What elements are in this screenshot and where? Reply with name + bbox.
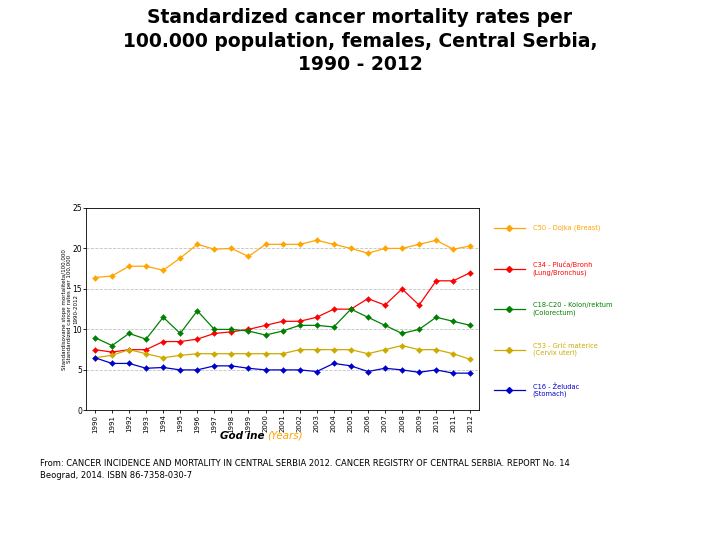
Text: C50 - Dojka (Breast): C50 - Dojka (Breast) bbox=[533, 225, 600, 232]
Text: Standardized cancer mortality rates per
100.000 population, females, Central Ser: Standardized cancer mortality rates per … bbox=[122, 8, 598, 74]
Text: C18-C20 - Kolon/rektum
(Colorectum): C18-C20 - Kolon/rektum (Colorectum) bbox=[533, 302, 612, 316]
Text: C16 - Želudac
(Stomach): C16 - Želudac (Stomach) bbox=[533, 383, 579, 397]
Y-axis label: Standardisovane stope mortaliteta/100.000
Standardized cancer rates per 100,000
: Standardisovane stope mortaliteta/100.00… bbox=[61, 249, 78, 369]
Text: From: CANCER INCIDENCE AND MORTALITY IN CENTRAL SERBIA 2012. CANCER REGISTRY OF : From: CANCER INCIDENCE AND MORTALITY IN … bbox=[40, 459, 570, 480]
Text: C34 - Pluća/Bronh
(Lung/Bronchus): C34 - Pluća/Bronh (Lung/Bronchus) bbox=[533, 261, 592, 276]
Text: C53 - Grlć materice
(Cervix uteri): C53 - Grlć materice (Cervix uteri) bbox=[533, 343, 598, 356]
Text: God ine: God ine bbox=[220, 431, 265, 441]
Text: (Years): (Years) bbox=[266, 431, 302, 441]
